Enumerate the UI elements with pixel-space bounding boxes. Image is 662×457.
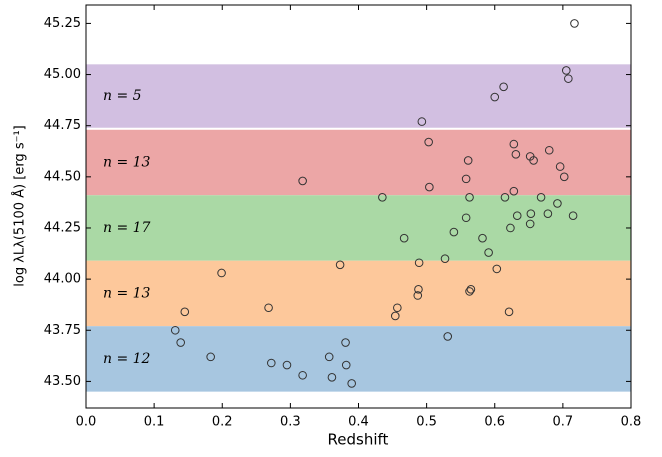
band-label: n = 17 (103, 220, 151, 236)
point (463, 156, 473, 165)
point (217, 268, 226, 278)
x-tick-label: 0.3 (280, 415, 301, 430)
band (86, 129, 631, 196)
band-label: n = 13 (103, 285, 151, 301)
point (544, 145, 554, 155)
point (417, 117, 427, 126)
point (553, 199, 562, 208)
x-tick-label: 0.6 (484, 415, 505, 430)
point (466, 285, 476, 294)
point (327, 373, 337, 382)
point (500, 192, 510, 202)
band (86, 64, 631, 128)
point (267, 358, 276, 368)
x-tick-label: 0.2 (212, 415, 233, 430)
point (509, 139, 519, 149)
point (509, 186, 519, 196)
band-label: n = 12 (103, 351, 151, 367)
point (180, 307, 190, 317)
point (298, 370, 307, 380)
point (536, 192, 546, 202)
point (393, 303, 402, 313)
point (465, 192, 474, 202)
band (86, 326, 631, 392)
point (264, 303, 273, 313)
point (414, 285, 423, 294)
point (555, 162, 565, 171)
point (504, 307, 514, 317)
point (347, 379, 356, 388)
point (484, 248, 493, 257)
point (490, 92, 500, 102)
point (492, 264, 502, 274)
x-tick-label: 0.4 (348, 415, 369, 430)
band-label: n = 5 (103, 88, 142, 104)
point (461, 174, 471, 184)
band (86, 260, 631, 327)
point (512, 211, 522, 221)
y-axis-label: log λLλ(5100 Å) [erg s⁻¹] (12, 125, 28, 286)
point (282, 360, 292, 370)
point (176, 338, 185, 347)
x-tick-label: 0.7 (553, 415, 574, 430)
y-tick-label: 44.75 (44, 118, 81, 133)
point (525, 219, 535, 229)
y-tick-label: 43.75 (44, 323, 81, 338)
point (561, 66, 571, 75)
point (506, 223, 515, 233)
point (443, 332, 453, 341)
y-tick-label: 44.25 (44, 220, 81, 235)
point (424, 137, 433, 147)
x-tick-label: 0.5 (416, 415, 437, 430)
point (526, 209, 536, 218)
point (543, 209, 553, 218)
point (170, 325, 180, 335)
point (425, 182, 434, 192)
x-axis-label: Redshift (328, 431, 389, 449)
y-tick-label: 43.50 (44, 374, 81, 389)
point (335, 260, 345, 270)
x-tick-label: 0.0 (76, 415, 97, 430)
point (559, 172, 569, 182)
point (511, 150, 521, 159)
x-tick-label: 0.8 (621, 415, 642, 430)
band (86, 195, 631, 261)
point (324, 352, 334, 362)
point (399, 233, 409, 243)
point (461, 213, 471, 223)
point (390, 311, 400, 321)
point (449, 227, 459, 237)
point (465, 287, 474, 296)
point (499, 82, 508, 92)
point (378, 192, 387, 202)
point (206, 352, 215, 362)
y-tick-label: 44.00 (44, 272, 81, 287)
point (413, 291, 423, 300)
point (440, 254, 450, 263)
y-tick-label: 45.00 (44, 67, 81, 82)
point (341, 338, 350, 347)
point (570, 19, 579, 28)
band-label: n = 13 (103, 155, 151, 171)
point (478, 233, 487, 243)
point (298, 176, 307, 186)
point (529, 156, 538, 165)
x-tick-label: 0.1 (144, 415, 165, 430)
y-tick-label: 45.25 (44, 16, 81, 31)
point (341, 360, 351, 370)
y-tick-label: 44.50 (44, 169, 81, 184)
point (564, 74, 573, 83)
point (568, 211, 578, 221)
point (414, 258, 424, 268)
